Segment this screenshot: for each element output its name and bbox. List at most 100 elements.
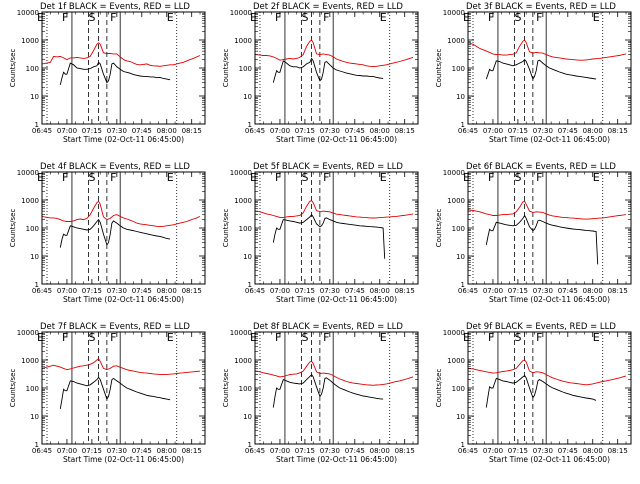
x-tick-label: 07:00 [270, 287, 290, 295]
event-marker-label: S [89, 11, 96, 24]
x-tick-label: 07:45 [345, 127, 365, 135]
y-tick-label: 100 [26, 385, 39, 393]
y-tick-label: 1000 [21, 357, 39, 365]
y-tick-label: 100 [239, 225, 252, 233]
event-marker-label: E [380, 331, 387, 344]
y-tick-label: 10000 [230, 329, 252, 337]
panel-title: Det 9f BLACK = Events, RED = LLD [466, 322, 616, 332]
x-axis-label: Start Time (02-Oct-11 06:45:00) [276, 135, 397, 144]
y-axis-label: Counts/sec [9, 49, 17, 88]
y-tick-label: 1 [35, 441, 39, 449]
y-axis-label: Counts/sec [9, 369, 17, 408]
event-marker-label: S [89, 331, 96, 344]
x-tick-label: 07:00 [483, 447, 503, 455]
x-tick-label: 08:15 [608, 447, 628, 455]
lld-series-line [41, 42, 201, 67]
y-tick-label: 100 [239, 385, 252, 393]
event-marker-label: F [488, 331, 494, 344]
panel-title: Det 3f BLACK = Events, RED = LLD [466, 2, 616, 12]
x-axis-label: Start Time (02-Oct-11 06:45:00) [63, 295, 184, 304]
x-tick-label: 06:45 [458, 127, 478, 135]
y-tick-label: 10000 [17, 9, 39, 17]
x-tick-label: 06:45 [32, 127, 52, 135]
y-tick-label: 1 [461, 441, 465, 449]
x-tick-label: 06:45 [458, 447, 478, 455]
x-axis-label: Start Time (02-Oct-11 06:45:00) [489, 295, 610, 304]
y-tick-label: 1000 [234, 197, 252, 205]
x-tick-label: 07:45 [558, 447, 578, 455]
lld-series-line [467, 39, 627, 61]
x-tick-label: 07:15 [82, 287, 102, 295]
y-tick-label: 10 [30, 93, 39, 101]
x-tick-label: 08:15 [608, 127, 628, 135]
y-tick-label: 1 [248, 441, 252, 449]
event-marker-label: F [62, 331, 68, 344]
y-tick-label: 10000 [230, 9, 252, 17]
x-tick-label: 06:45 [245, 127, 265, 135]
x-tick-label: 06:45 [245, 287, 265, 295]
event-marker-label: F [110, 171, 116, 184]
x-tick-label: 07:45 [558, 127, 578, 135]
lld-series-line [254, 39, 414, 68]
x-tick-label: 07:15 [82, 127, 102, 135]
x-tick-label: 07:00 [57, 447, 77, 455]
lld-series-line [41, 200, 201, 228]
x-tick-label: 06:45 [458, 287, 478, 295]
x-tick-label: 07:15 [295, 447, 315, 455]
x-tick-label: 07:00 [483, 287, 503, 295]
y-axis-label: Counts/sec [435, 369, 443, 408]
panel-title: Det 1f BLACK = Events, RED = LLD [40, 2, 190, 12]
event-marker-label: E [250, 11, 257, 24]
x-tick-label: 08:00 [157, 447, 177, 455]
y-tick-label: 10000 [443, 9, 465, 17]
x-tick-label: 07:15 [295, 127, 315, 135]
event-marker-label: F [536, 331, 542, 344]
y-tick-label: 10000 [230, 169, 252, 177]
event-marker-label: E [167, 11, 174, 24]
x-tick-label: 07:00 [270, 127, 290, 135]
event-marker-label: E [593, 11, 600, 24]
x-tick-label: 06:45 [32, 447, 52, 455]
x-tick-label: 08:15 [182, 447, 202, 455]
event-marker-label: E [37, 171, 44, 184]
x-tick-label: 07:30 [107, 287, 127, 295]
x-tick-label: 07:30 [533, 447, 553, 455]
y-tick-label: 1 [248, 121, 252, 129]
event-marker-label: F [275, 171, 281, 184]
x-tick-label: 07:30 [320, 447, 340, 455]
event-marker-label: F [536, 171, 542, 184]
y-tick-label: 100 [452, 225, 465, 233]
x-tick-label: 07:30 [107, 447, 127, 455]
lld-series-line [467, 359, 627, 386]
lld-series-line [41, 358, 201, 376]
x-tick-label: 08:00 [583, 447, 603, 455]
lld-series-line [254, 360, 414, 386]
events-series-line [272, 213, 386, 259]
event-marker-label: F [323, 11, 329, 24]
x-tick-label: 08:00 [370, 287, 390, 295]
event-marker-label: F [62, 171, 68, 184]
x-axis-label: Start Time (02-Oct-11 06:45:00) [489, 135, 610, 144]
event-marker-label: E [380, 171, 387, 184]
x-tick-label: 07:45 [558, 287, 578, 295]
panel-title: Det 8f BLACK = Events, RED = LLD [253, 322, 403, 332]
y-tick-label: 100 [452, 385, 465, 393]
y-tick-label: 10 [243, 93, 252, 101]
y-tick-label: 100 [452, 65, 465, 73]
panel-title: Det 5f BLACK = Events, RED = LLD [253, 162, 403, 172]
event-marker-label: E [380, 11, 387, 24]
x-tick-label: 08:00 [370, 447, 390, 455]
plot-frame [41, 11, 206, 125]
y-tick-label: 10 [30, 253, 39, 261]
y-tick-label: 1000 [21, 197, 39, 205]
y-tick-label: 10 [456, 253, 465, 261]
event-marker-label: F [110, 331, 116, 344]
x-tick-label: 08:15 [608, 287, 628, 295]
